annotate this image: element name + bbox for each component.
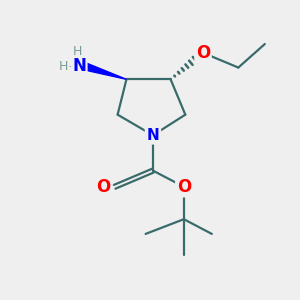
- Text: O: O: [96, 178, 110, 196]
- Text: N: N: [72, 57, 86, 75]
- Text: N: N: [147, 128, 159, 143]
- Polygon shape: [78, 61, 126, 79]
- Text: O: O: [196, 44, 210, 62]
- Text: H: H: [58, 60, 68, 73]
- Text: O: O: [177, 178, 191, 196]
- Text: –: –: [69, 61, 74, 71]
- Text: H: H: [73, 45, 83, 58]
